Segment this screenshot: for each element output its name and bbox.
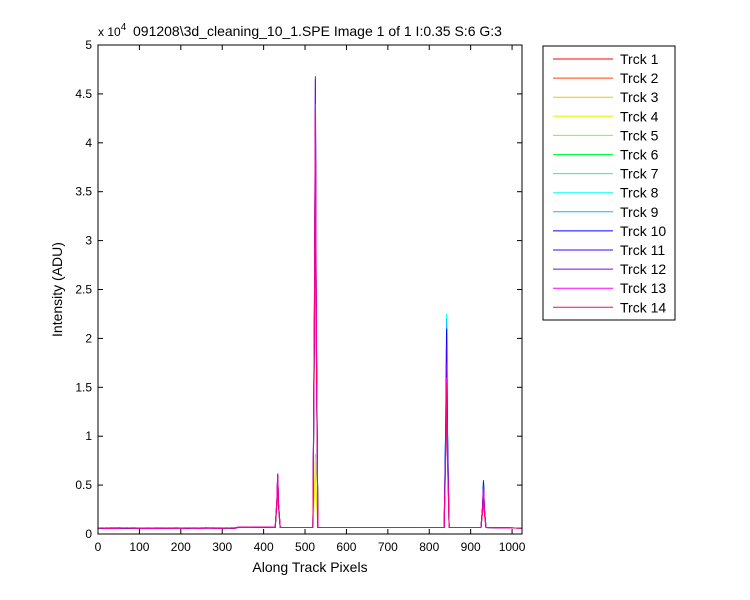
plot-frame <box>97 44 523 535</box>
y-tick-label: 5 <box>85 38 92 52</box>
y-tick-label: 0.5 <box>75 478 92 492</box>
legend-label-trck-10: Trck 10 <box>620 223 666 239</box>
series-line-trck-5 <box>97 133 523 529</box>
y-tick-label: 3.5 <box>75 185 92 199</box>
legend-label-trck-11: Trck 11 <box>620 242 665 258</box>
y-tick-label: 2 <box>85 331 92 345</box>
series-line-trck-7 <box>97 113 523 529</box>
x-tick-label: 400 <box>254 540 274 554</box>
x-axis-label: Along Track Pixels <box>252 559 367 575</box>
x-tick-label: 700 <box>378 540 398 554</box>
series-line-trck-14 <box>97 108 523 529</box>
series-line-trck-4 <box>97 372 523 529</box>
legend-label-trck-6: Trck 6 <box>620 147 659 163</box>
series-line-trck-9 <box>97 98 523 529</box>
legend-label-trck-8: Trck 8 <box>620 185 659 201</box>
legend-label-trck-5: Trck 5 <box>620 127 659 143</box>
legend-box <box>542 45 676 321</box>
y-tick-label: 2.5 <box>75 283 92 297</box>
y-tick-label: 1 <box>85 429 92 443</box>
y-exponent-label: x 104 <box>98 22 127 39</box>
x-tick-label: 0 <box>95 540 102 554</box>
series-group <box>97 76 523 529</box>
legend-label-trck-9: Trck 9 <box>620 204 659 220</box>
series-line-trck-1 <box>97 123 523 529</box>
y-tick-label: 1.5 <box>75 380 92 394</box>
x-tick-label: 900 <box>461 540 481 554</box>
y-tick-label: 3 <box>85 234 92 248</box>
legend-label-trck-7: Trck 7 <box>620 166 659 182</box>
legend-label-trck-4: Trck 4 <box>620 108 659 124</box>
x-tick-label: 500 <box>295 540 315 554</box>
legend-label-trck-12: Trck 12 <box>620 261 666 277</box>
legend-label-trck-1: Trck 1 <box>620 51 659 67</box>
y-tick-label: 4 <box>85 136 92 150</box>
legend-label-trck-13: Trck 13 <box>620 280 666 296</box>
series-line-trck-11 <box>97 79 523 529</box>
series-line-trck-6 <box>97 118 523 529</box>
axes-group: 0 100 200 300 400 500 600 700 800 900 1000 0 0.5 1 1.5… <box>75 38 525 554</box>
x-tick-label: 200 <box>171 540 191 554</box>
series-line-trck-3 <box>97 367 523 529</box>
series-line-trck-8 <box>97 103 523 529</box>
series-line-trck-12 <box>97 76 523 529</box>
legend-label-trck-3: Trck 3 <box>620 89 659 105</box>
series-line-trck-13 <box>97 103 523 529</box>
legend-label-trck-14: Trck 14 <box>620 299 666 315</box>
x-tick-label: 100 <box>129 540 149 554</box>
series-line-trck-10 <box>97 123 523 529</box>
legend: Trck 1 Trck 2 Trck 3 Trck 4 Trck 5 Trck 6 Trck… <box>542 45 676 321</box>
series-line-trck-2 <box>97 142 523 529</box>
y-tick-label: 0 <box>85 527 92 541</box>
y-tick-label: 4.5 <box>75 87 92 101</box>
x-tick-label: 800 <box>419 540 439 554</box>
legend-label-trck-2: Trck 2 <box>620 70 659 86</box>
chart-title: 091208\3d_cleaning_10_1.SPE Image 1 of 1… <box>133 23 502 39</box>
y-axis-label: Intensity (ADU) <box>49 242 65 337</box>
x-tick-label: 600 <box>336 540 356 554</box>
x-tick-label: 300 <box>212 540 232 554</box>
x-tick-label: 1000 <box>499 540 526 554</box>
